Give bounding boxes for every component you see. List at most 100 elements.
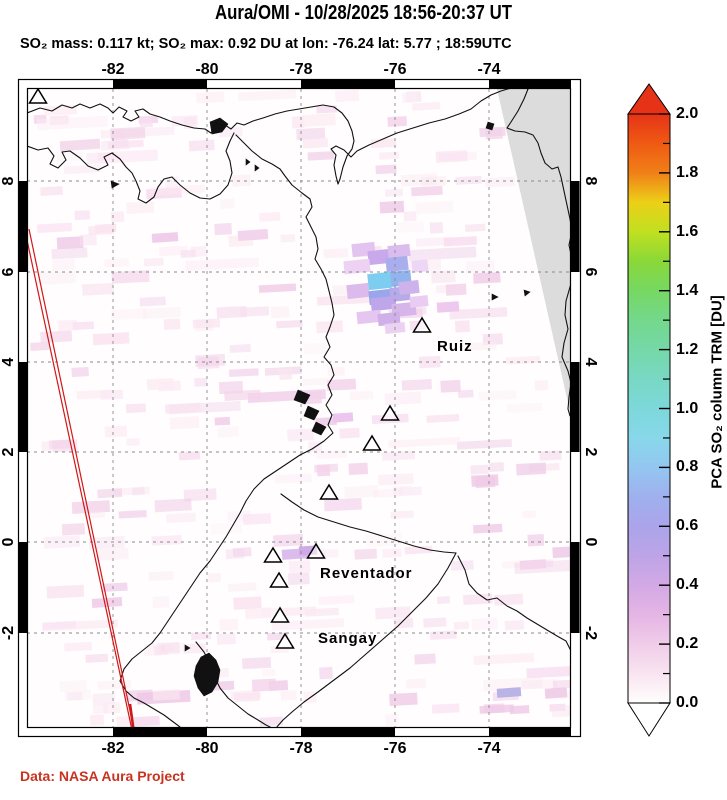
lon-tick-label-top: -78: [289, 61, 313, 78]
frame-band: [489, 728, 571, 736]
so2-noise-pixel: [349, 390, 374, 401]
so2-noise-pixel: [233, 596, 262, 610]
so2-noise-pixel: [71, 500, 111, 514]
so2-noise-pixel: [484, 176, 516, 188]
volcano-marker: [362, 434, 382, 451]
so2-noise-pixel: [435, 150, 468, 163]
so2-noise-pixel: [116, 716, 131, 727]
colorbar-title: PCA SO₂ column TRM [DU]: [708, 295, 726, 489]
colorbar-tick-label: 1.8: [676, 163, 699, 181]
so2-noise-pixel: [126, 438, 140, 446]
so2-noise-pixel: [316, 105, 338, 114]
data-credit: Data: NASA Aura Project: [20, 768, 185, 784]
island: [110, 180, 120, 189]
lat-tick-label-left: 2: [0, 447, 17, 457]
so2-accent-pixel: [332, 412, 354, 423]
so2-noise-pixel: [344, 485, 379, 499]
colorbar-tick-label: 0.0: [676, 694, 699, 711]
so2-noise-pixel: [58, 319, 78, 332]
so2-noise-pixel: [316, 464, 331, 477]
so2-noise-pixel: [273, 533, 304, 547]
so2-noise-pixel: [323, 248, 349, 259]
so2-noise-pixel: [229, 343, 251, 353]
so2-noise-pixel: [389, 692, 418, 706]
so2-noise-pixel: [456, 439, 512, 450]
so2-noise-pixel: [190, 631, 212, 640]
so2-noise-pixel: [56, 236, 84, 250]
so2-noise-pixel: [319, 666, 333, 680]
so2-noise-pixel: [196, 91, 225, 104]
so2-noise-pixel: [242, 512, 272, 525]
so2-noise-pixel: [46, 584, 85, 599]
so2-noise-pixel: [315, 417, 337, 426]
so2-noise-pixel: [146, 187, 182, 200]
so2-noise-pixel: [219, 618, 239, 631]
lon-tick-label-bottom: -76: [383, 740, 407, 757]
so2-noise-pixel: [418, 355, 441, 369]
so2-noise-pixel: [539, 450, 562, 461]
so2-noise-pixel: [146, 378, 175, 391]
so2-plume-pixel: [411, 259, 429, 273]
so2-noise-pixel: [132, 486, 145, 496]
orbit-edge-line: [128, 703, 135, 727]
coastline: [28, 89, 529, 185]
so2-accent-pixel: [496, 687, 522, 698]
so2-noise-pixel: [56, 151, 84, 162]
colorbar-tick-label: 2.0: [676, 105, 699, 122]
so2-noise-pixel: [303, 113, 336, 127]
so2-noise-pixel: [412, 102, 441, 111]
volcano-marker: [269, 571, 289, 588]
so2-noise-pixel: [471, 617, 498, 631]
so2-noise-pixel: [132, 715, 160, 727]
so2-noise-pixel: [384, 188, 403, 197]
so2-noise-pixel: [429, 221, 444, 234]
so2-noise-pixel: [232, 174, 252, 187]
colorbar-tick-label: 0.8: [676, 458, 699, 476]
so2-plume-pixel: [370, 295, 397, 312]
so2-noise-pixel: [88, 225, 114, 236]
so2-noise-pixel: [151, 534, 182, 546]
so2-noise-pixel: [324, 497, 362, 512]
so2-noise-pixel: [258, 283, 297, 293]
so2-noise-pixel: [92, 332, 130, 346]
so2-noise-pixel: [384, 391, 422, 406]
so2-noise-pixel: [509, 705, 530, 715]
so2-noise-pixel: [458, 389, 474, 399]
so2-noise-pixel: [92, 692, 116, 706]
so2-noise-pixel: [505, 355, 541, 365]
so2-noise-pixel: [390, 510, 414, 519]
so2-noise-pixel: [429, 630, 457, 640]
so2-noise-pixel: [552, 679, 570, 689]
so2-noise-pixel: [163, 318, 181, 330]
so2-noise-pixel: [239, 306, 270, 317]
volcano-label-ruiz: Ruiz: [437, 338, 473, 355]
so2-plume-pixel: [367, 248, 392, 266]
coastline: [457, 555, 570, 651]
so2-noise-pixel: [278, 368, 293, 380]
so2-noise-pixel: [415, 200, 454, 215]
so2-noise-pixel: [96, 547, 129, 561]
so2-noise-pixel: [208, 573, 221, 583]
so2-accent-pixel: [59, 138, 101, 152]
lat-tick-label-right: 0: [582, 537, 599, 547]
so2-noise-pixel: [453, 621, 470, 630]
so2-noise-pixel: [259, 716, 284, 727]
so2-noise-pixel: [220, 198, 235, 210]
so2-noise-pixel: [42, 620, 77, 630]
so2-noise-pixel: [506, 402, 543, 413]
so2-noise-pixel: [455, 175, 482, 185]
so2-noise-pixel: [504, 620, 525, 631]
so2-noise-pixel: [85, 653, 109, 663]
so2-noise-pixel: [271, 618, 345, 631]
so2-noise-pixel: [302, 377, 330, 386]
volcano-marker: [28, 89, 48, 104]
frame-band: [113, 728, 207, 736]
so2-noise-pixel: [479, 704, 515, 714]
so2-noise-pixel: [238, 89, 297, 102]
so2-noise-pixel: [445, 283, 467, 296]
so2-noise-pixel: [291, 115, 305, 129]
so2-noise-pixel: [218, 380, 244, 395]
volcano-marker: [270, 606, 290, 623]
so2-noise-pixel: [102, 701, 121, 714]
so2-noise-pixel: [86, 509, 106, 519]
